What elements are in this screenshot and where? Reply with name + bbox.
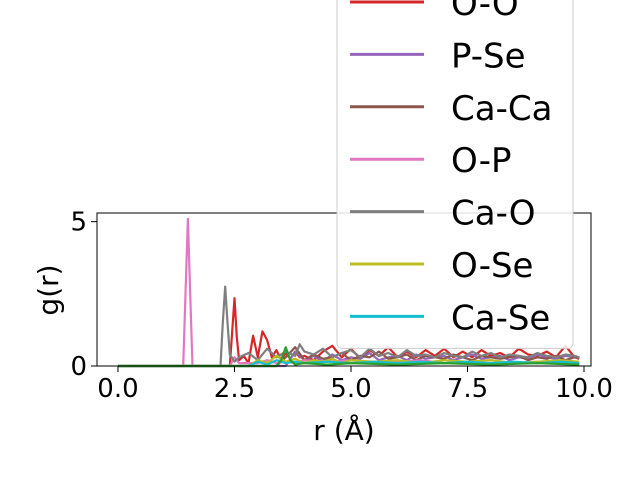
- legend: O-O P-Se Ca-Ca O-P Ca-O O-Se Ca-Se: [336, 0, 574, 349]
- x-tick-label: 2.5: [214, 374, 255, 404]
- legend-label: Ca-Ca: [451, 89, 552, 129]
- legend-label: O-Se: [451, 246, 533, 286]
- ticks: 0.0 2.5 5.0 7.5 10.0 0 5: [70, 208, 613, 404]
- x-tick-label: 5.0: [330, 374, 371, 404]
- series-line-ca-o: [118, 285, 580, 368]
- plot-lines: [118, 217, 580, 368]
- x-axis-label: r (Å): [313, 413, 374, 447]
- x-tick-label: 7.5: [447, 374, 488, 404]
- y-axis-label: g(r): [32, 264, 65, 315]
- x-tick-label: 0.0: [97, 374, 138, 404]
- y-tick-label: 0: [70, 352, 87, 382]
- legend-label: O-O: [451, 0, 519, 24]
- legend-box: [336, 0, 574, 349]
- legend-label: P-Se: [451, 36, 526, 76]
- legend-label: Ca-O: [451, 194, 536, 234]
- y-tick-label: 5: [70, 208, 87, 238]
- series-line-unlabeled-7: [118, 346, 580, 368]
- x-tick-label: 10.0: [555, 374, 613, 404]
- legend-label: Ca-Se: [451, 298, 550, 338]
- legend-label: O-P: [451, 141, 511, 181]
- series-line-ca-ca: [118, 346, 580, 368]
